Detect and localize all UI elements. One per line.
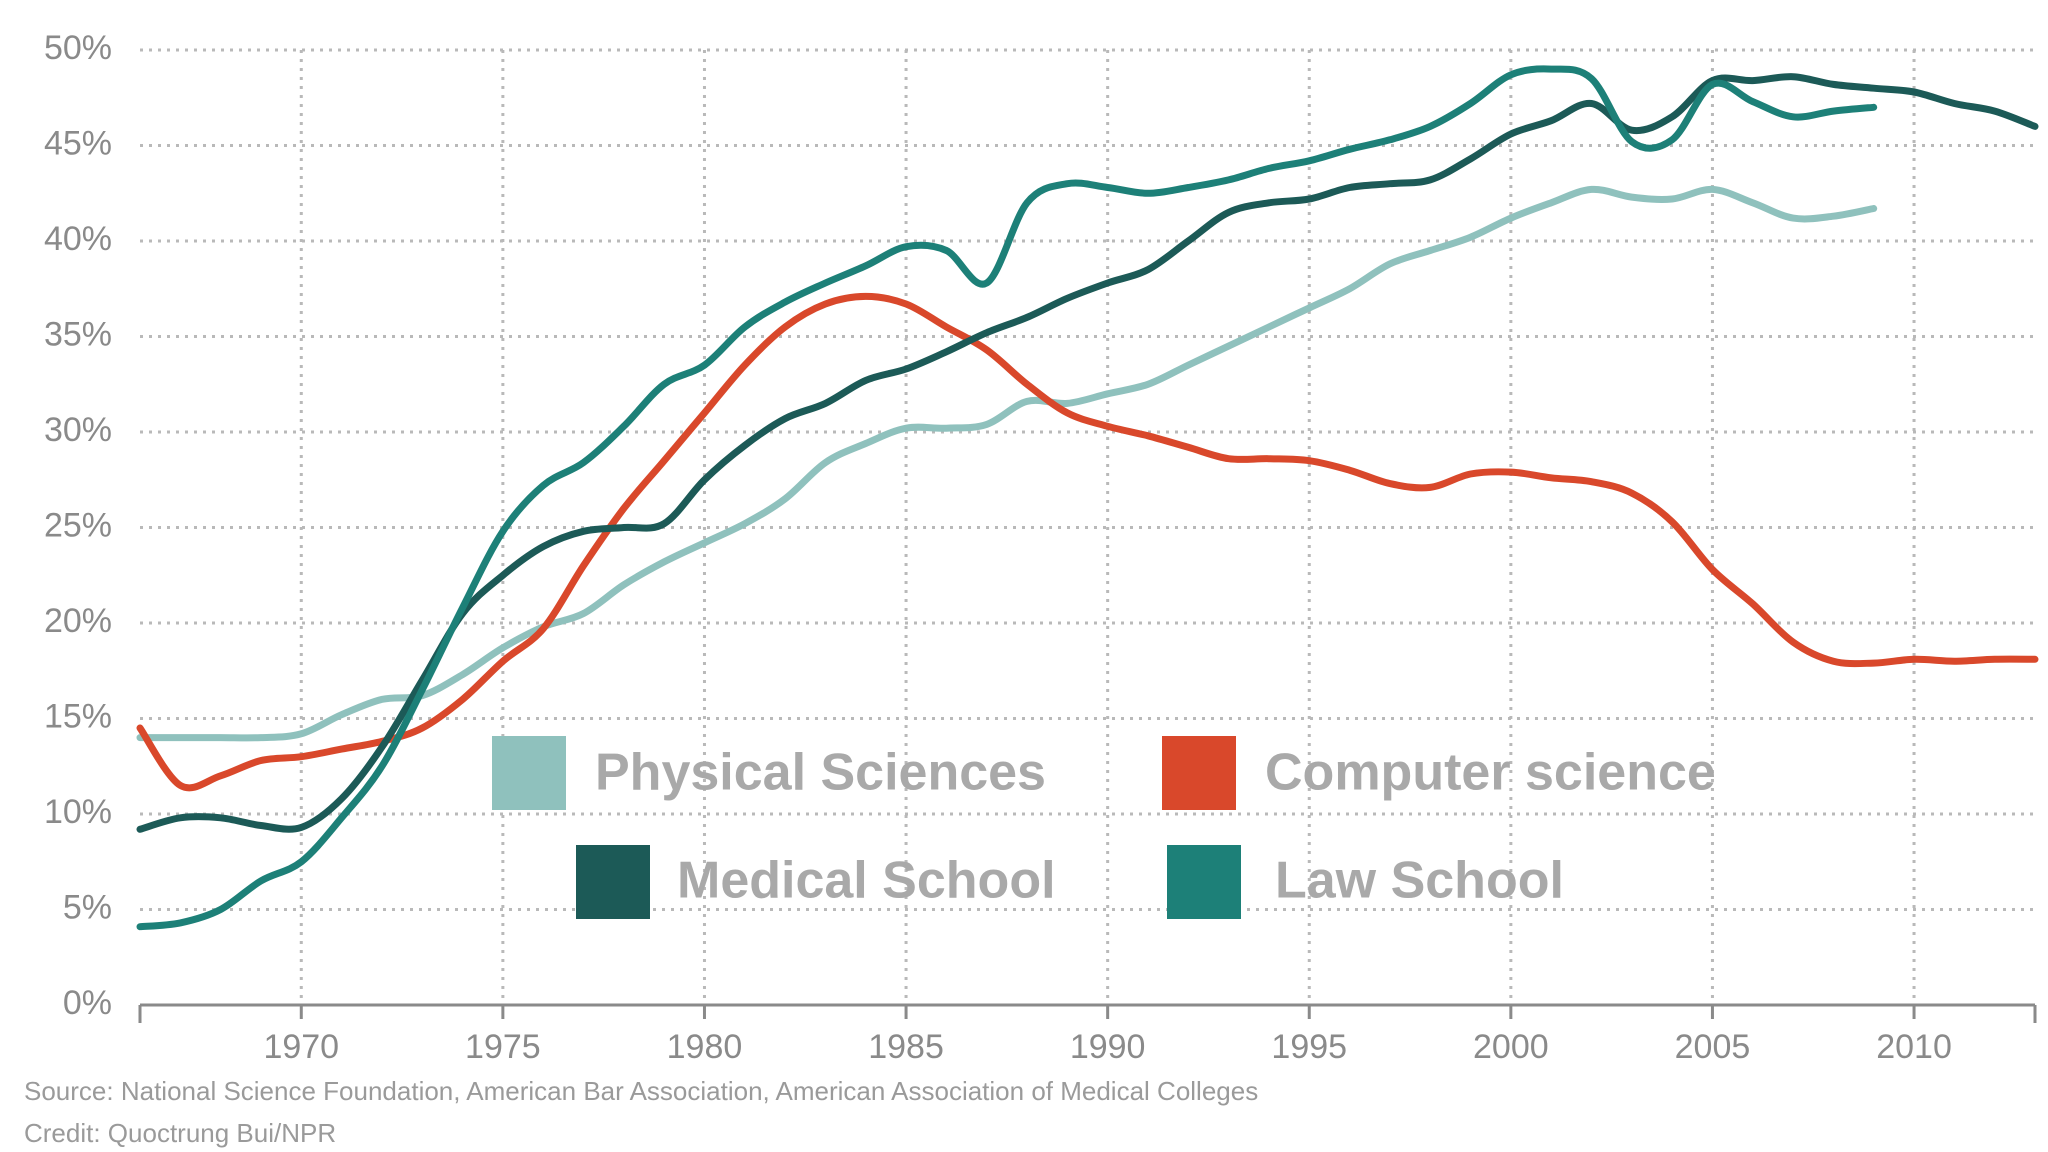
y-tick-label: 15% [44, 697, 112, 735]
x-tick-label: 2010 [1876, 1028, 1952, 1066]
legend-label-medical-school: Medical School [677, 852, 1056, 910]
axes: 0% 5% 10% 15% 20% 25% 30% 35% 40% 45% 50% 1970 1975 1… [44, 29, 2037, 1066]
x-tick-label: 1990 [1070, 1028, 1146, 1066]
y-tick-label: 25% [44, 506, 112, 544]
series-line-computer-science [136, 292, 2039, 792]
y-tick-label: 0% [63, 984, 112, 1022]
y-tick-label: 5% [63, 888, 112, 926]
legend-swatch-physical-sciences [492, 736, 566, 810]
legend-swatch-computer-science [1162, 736, 1236, 810]
y-tick-label: 35% [44, 315, 112, 353]
legend-label-computer-science: Computer science [1265, 744, 1716, 802]
y-tick-label: 20% [44, 602, 112, 640]
series-line-physical-sciences [136, 185, 1878, 742]
legend-swatch-law-school [1167, 845, 1241, 919]
x-tick-label: 1985 [868, 1028, 944, 1066]
series-lines [136, 65, 2039, 931]
x-tick-label: 1995 [1271, 1028, 1347, 1066]
y-tick-label: 50% [44, 29, 112, 67]
legend: Physical Sciences Computer science Medical… [492, 736, 1716, 919]
y-tick-label: 40% [44, 220, 112, 258]
y-tick-label: 45% [44, 124, 112, 162]
x-tick-label: 2005 [1675, 1028, 1751, 1066]
legend-label-physical-sciences: Physical Sciences [595, 744, 1046, 802]
x-tick-label: 2000 [1473, 1028, 1549, 1066]
legend-label-law-school: Law School [1275, 852, 1564, 910]
source-note: Source: National Science Foundation, Ame… [24, 1076, 1259, 1106]
x-tick-label: 1980 [667, 1028, 743, 1066]
gridlines [140, 48, 2035, 1005]
y-tick-label: 30% [44, 411, 112, 449]
series-line-medical-school [136, 73, 2039, 833]
x-tick-label: 1970 [263, 1028, 339, 1066]
y-tick-label: 10% [44, 793, 112, 831]
x-tick-label: 1975 [465, 1028, 541, 1066]
legend-swatch-medical-school [576, 845, 650, 919]
series-line-law-school [136, 65, 1878, 931]
credit-note: Credit: Quoctrung Bui/NPR [24, 1118, 337, 1148]
